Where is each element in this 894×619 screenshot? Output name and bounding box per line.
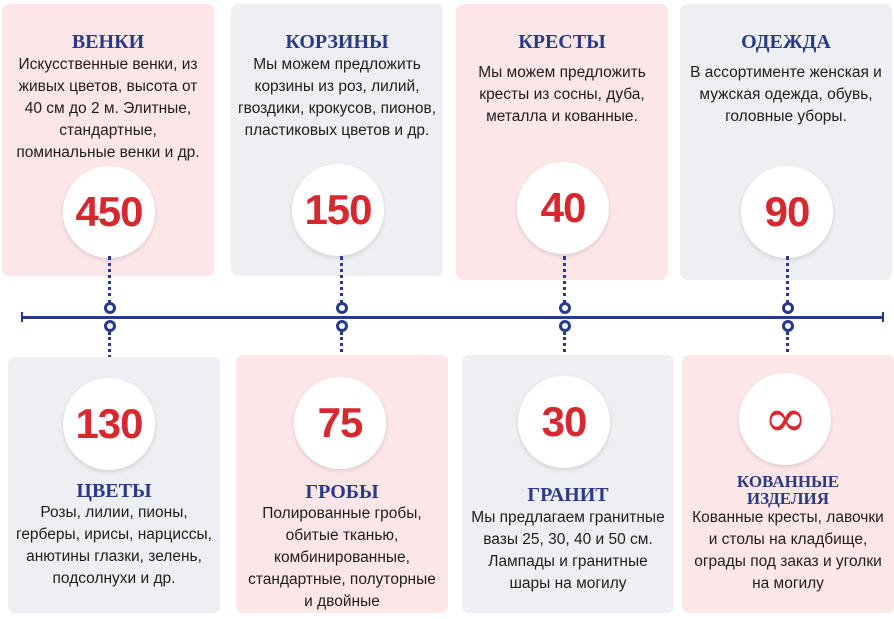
timeline-node-bottom [559,320,571,332]
connector-line [786,256,789,304]
timeline-axis [22,316,884,319]
count-number: 450 [75,188,143,235]
count-badge: 30 [518,376,610,468]
connector-line [563,256,566,304]
card-title: КОРЗИНЫ [285,31,389,53]
card-title: ГРОБЫ [305,481,379,503]
infinity-badge: ∞ [739,373,831,465]
connector-line [340,256,343,304]
card-forged-products: ∞ КОВАННЫЕ ИЗДЕЛИЯ Кованные кресты, лаво… [682,355,894,613]
card-title: ОДЕЖДА [741,31,831,53]
timeline-node-top [336,302,348,314]
card-description: Мы можем предложить корзины из роз, лили… [237,56,437,139]
card-granite: 30 ГРАНИТ Мы предлагаем гранитные вазы 2… [462,355,674,613]
timeline-node-top [559,302,571,314]
card-description: Мы предлагаем гранитные вазы 25, 30, 40 … [471,509,665,592]
timeline-node-bottom [782,320,794,332]
card-clothing: ОДЕЖДА В ассортименте женская и мужская … [680,4,892,280]
card-title: ВЕНКИ [71,31,145,53]
connector-line [108,256,111,304]
count-badge: 90 [741,166,833,258]
count-number: 75 [317,399,364,446]
count-badge: 40 [517,162,609,254]
card-crosses: КРЕСТЫ Мы можем предложить кресты из сос… [456,4,668,280]
timeline-node-bottom [104,320,116,332]
count-badge: 75 [294,377,386,469]
count-number: 40 [540,184,587,231]
timeline-node-bottom [336,320,348,332]
count-number: 130 [75,400,143,447]
count-number: 150 [304,186,372,233]
axis-tick-left [21,312,23,322]
card-title: ЦВЕТЫ [76,480,152,502]
count-badge: 450 [63,166,155,258]
infinity-icon: ∞ [763,389,807,449]
count-badge: 130 [63,378,155,470]
count-number: 90 [764,188,811,235]
card-description: В ассортименте женская и мужская одежда,… [690,64,882,125]
card-description: Искусственные венки, из живых цветов, вы… [16,56,200,161]
axis-tick-right [882,312,884,322]
card-description: Мы можем предложить кресты из сосны, дуб… [478,64,646,125]
card-description: Кованные кресты, лавочки и столы на клад… [692,509,884,592]
card-title: КОВАННЫЕ ИЗДЕЛИЯ [736,472,840,508]
card-baskets: КОРЗИНЫ Мы можем предложить корзины из р… [231,4,443,276]
card-description: Розы, лилии, пионы, герберы, ирисы, нарц… [16,504,212,587]
card-title: КРЕСТЫ [518,31,606,53]
card-flowers: 130 ЦВЕТЫ Розы, лилии, пионы, герберы, и… [8,357,220,613]
card-description: Полированные гробы, обитые тканью, комби… [248,505,436,610]
timeline-node-top [104,302,116,314]
card-wreaths: ВЕНКИ Искусственные венки, из живых цвет… [2,4,214,276]
count-badge: 150 [292,164,384,256]
card-title: ГРАНИТ [527,484,609,506]
timeline-node-top [782,302,794,314]
card-coffins: 75 ГРОБЫ Полированные гробы, обитые ткан… [236,355,448,613]
count-number: 30 [541,398,588,445]
